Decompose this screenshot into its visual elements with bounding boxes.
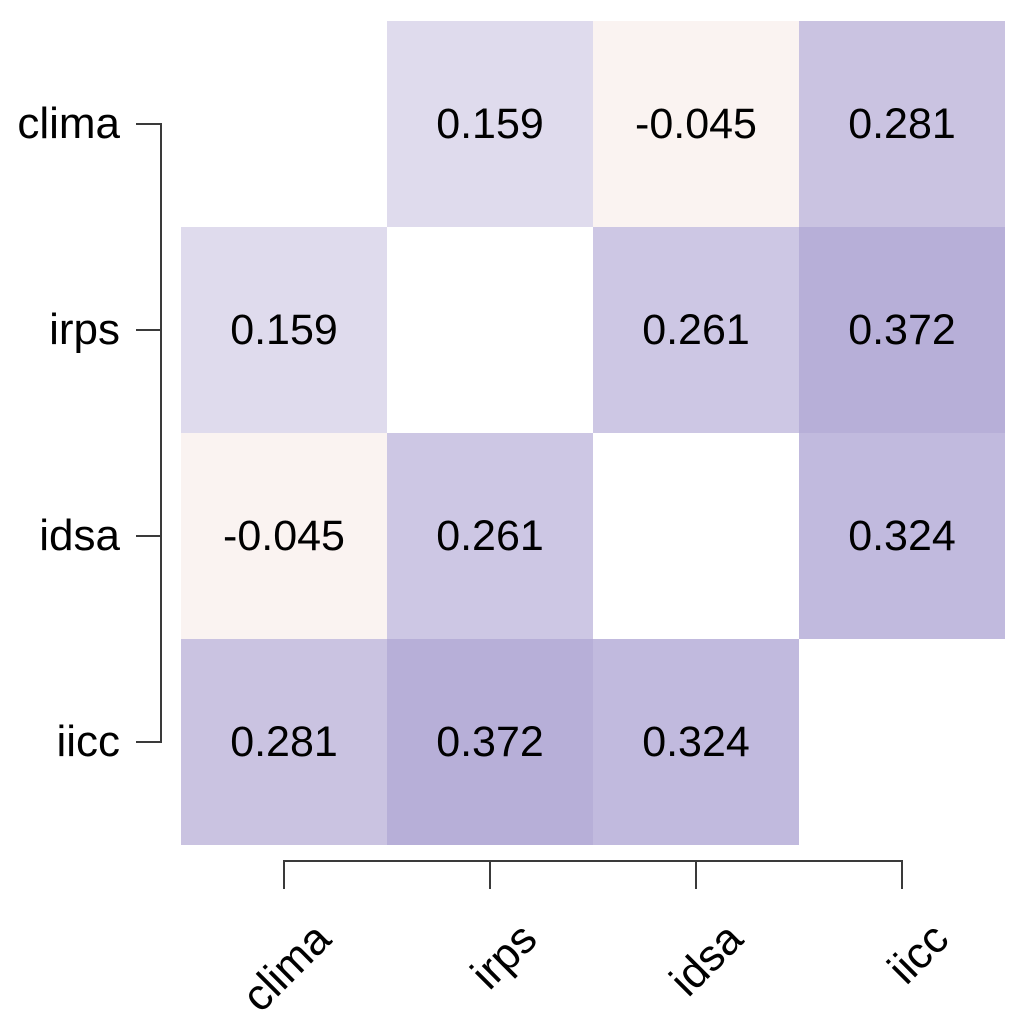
row-label-clima: clima: [17, 99, 120, 148]
row-label-idsa: idsa: [39, 511, 120, 560]
x-tick-irps: [489, 860, 491, 889]
cell-iicc-idsa: 0.324: [593, 639, 799, 845]
x-axis-line: [283, 860, 903, 862]
cell-idsa-iicc: 0.324: [799, 433, 1005, 639]
col-label-idsa: idsa: [660, 913, 753, 1006]
cell-idsa-clima: -0.045: [181, 433, 387, 639]
cell-clima-clima: [181, 21, 387, 227]
y-tick-idsa: [136, 535, 161, 537]
cell-iicc-irps: 0.372: [387, 639, 593, 845]
y-tick-irps: [136, 329, 161, 331]
x-tick-idsa: [695, 860, 697, 889]
cell-clima-iicc: 0.281: [799, 21, 1005, 227]
cell-irps-clima: 0.159: [181, 227, 387, 433]
cell-iicc-iicc: [799, 639, 1005, 845]
y-tick-iicc: [136, 741, 161, 743]
cell-iicc-clima: 0.281: [181, 639, 387, 845]
row-label-irps: irps: [49, 305, 120, 354]
y-tick-clima: [136, 123, 161, 125]
y-axis-line: [160, 123, 162, 743]
col-label-iicc: iicc: [878, 913, 959, 994]
x-tick-iicc: [901, 860, 903, 889]
col-label-clima: clima: [233, 913, 341, 1022]
cell-idsa-idsa: [593, 433, 799, 639]
cell-clima-idsa: -0.045: [593, 21, 799, 227]
cell-irps-idsa: 0.261: [593, 227, 799, 433]
x-tick-clima: [283, 860, 285, 889]
cell-irps-irps: [387, 227, 593, 433]
cell-clima-irps: 0.159: [387, 21, 593, 227]
heatmap-grid: 0.159 -0.045 0.281 0.159 0.261 0.372 -0.…: [181, 21, 1005, 845]
row-label-iicc: iicc: [56, 717, 120, 766]
cell-idsa-irps: 0.261: [387, 433, 593, 639]
col-label-irps: irps: [461, 913, 547, 999]
cell-irps-iicc: 0.372: [799, 227, 1005, 433]
